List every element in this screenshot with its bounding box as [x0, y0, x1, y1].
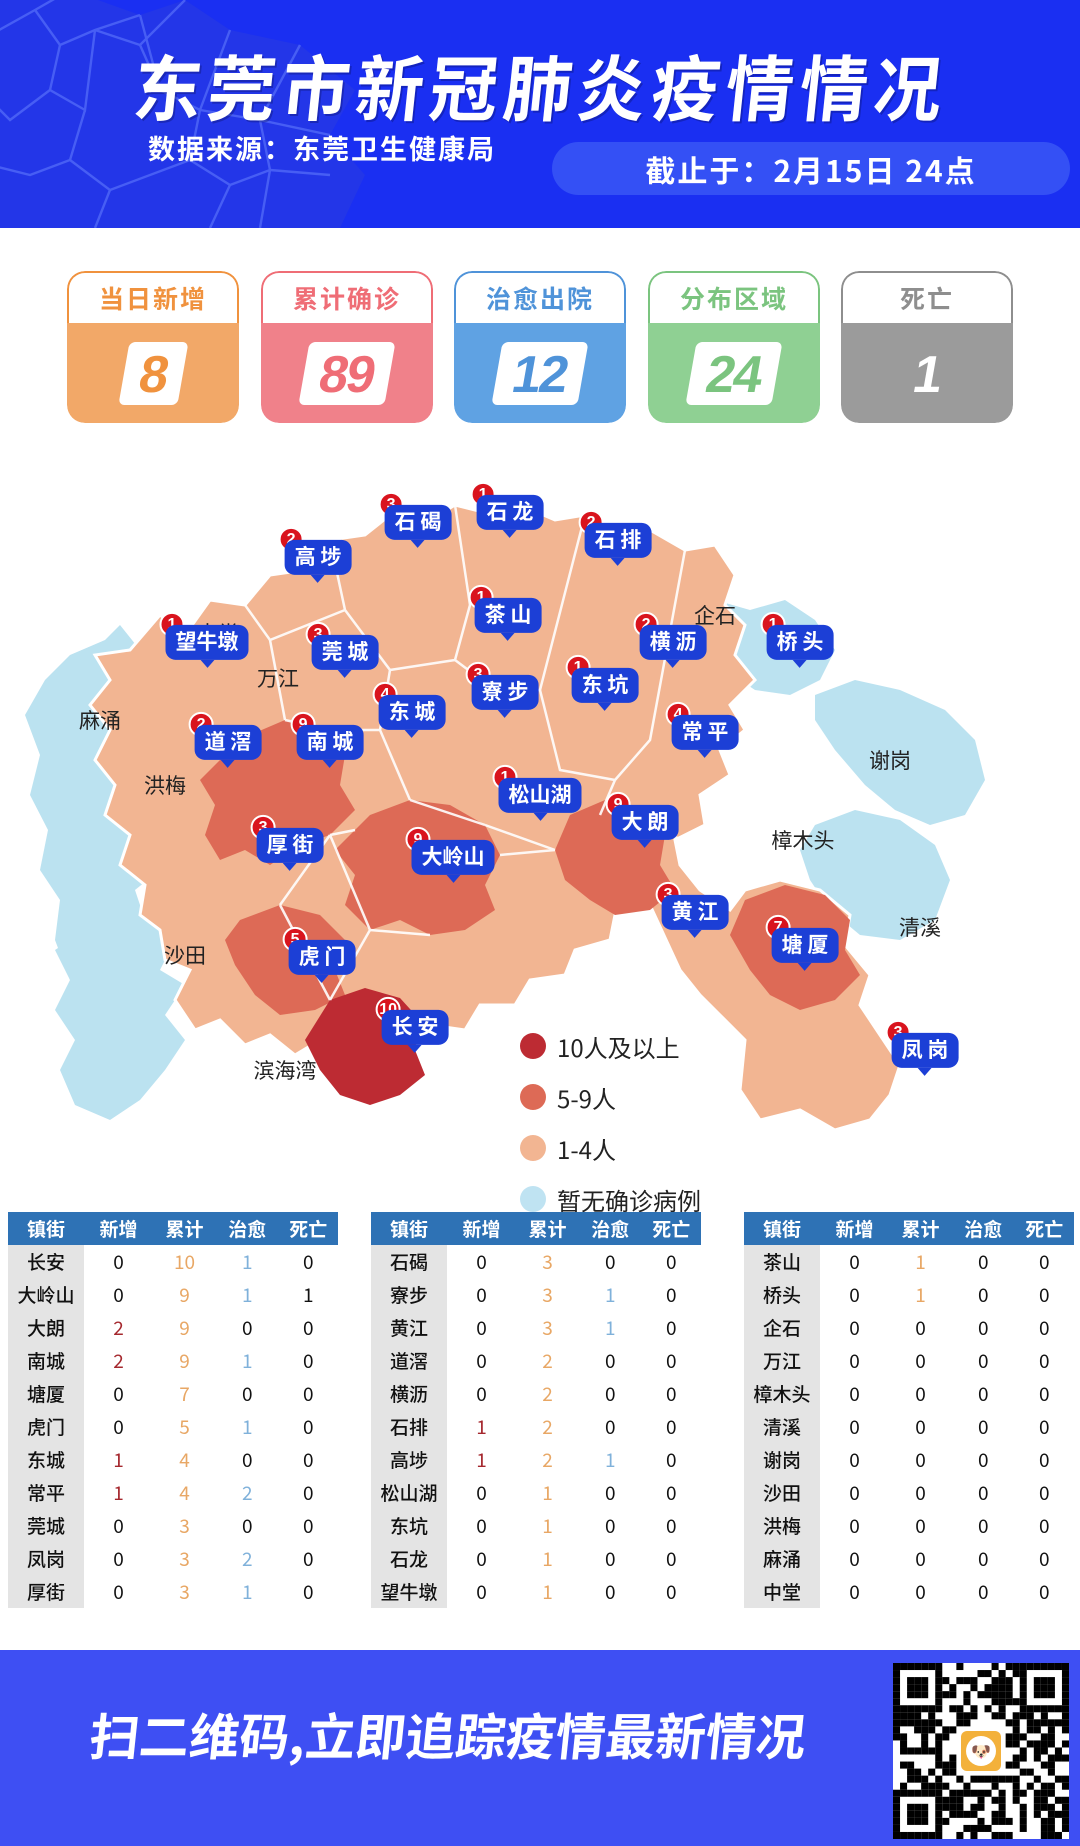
svg-text:🐶: 🐶	[971, 1744, 991, 1761]
